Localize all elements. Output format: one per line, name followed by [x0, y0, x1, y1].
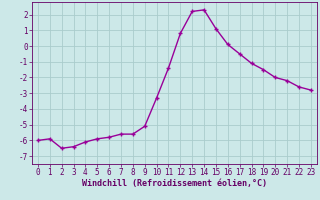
- X-axis label: Windchill (Refroidissement éolien,°C): Windchill (Refroidissement éolien,°C): [82, 179, 267, 188]
